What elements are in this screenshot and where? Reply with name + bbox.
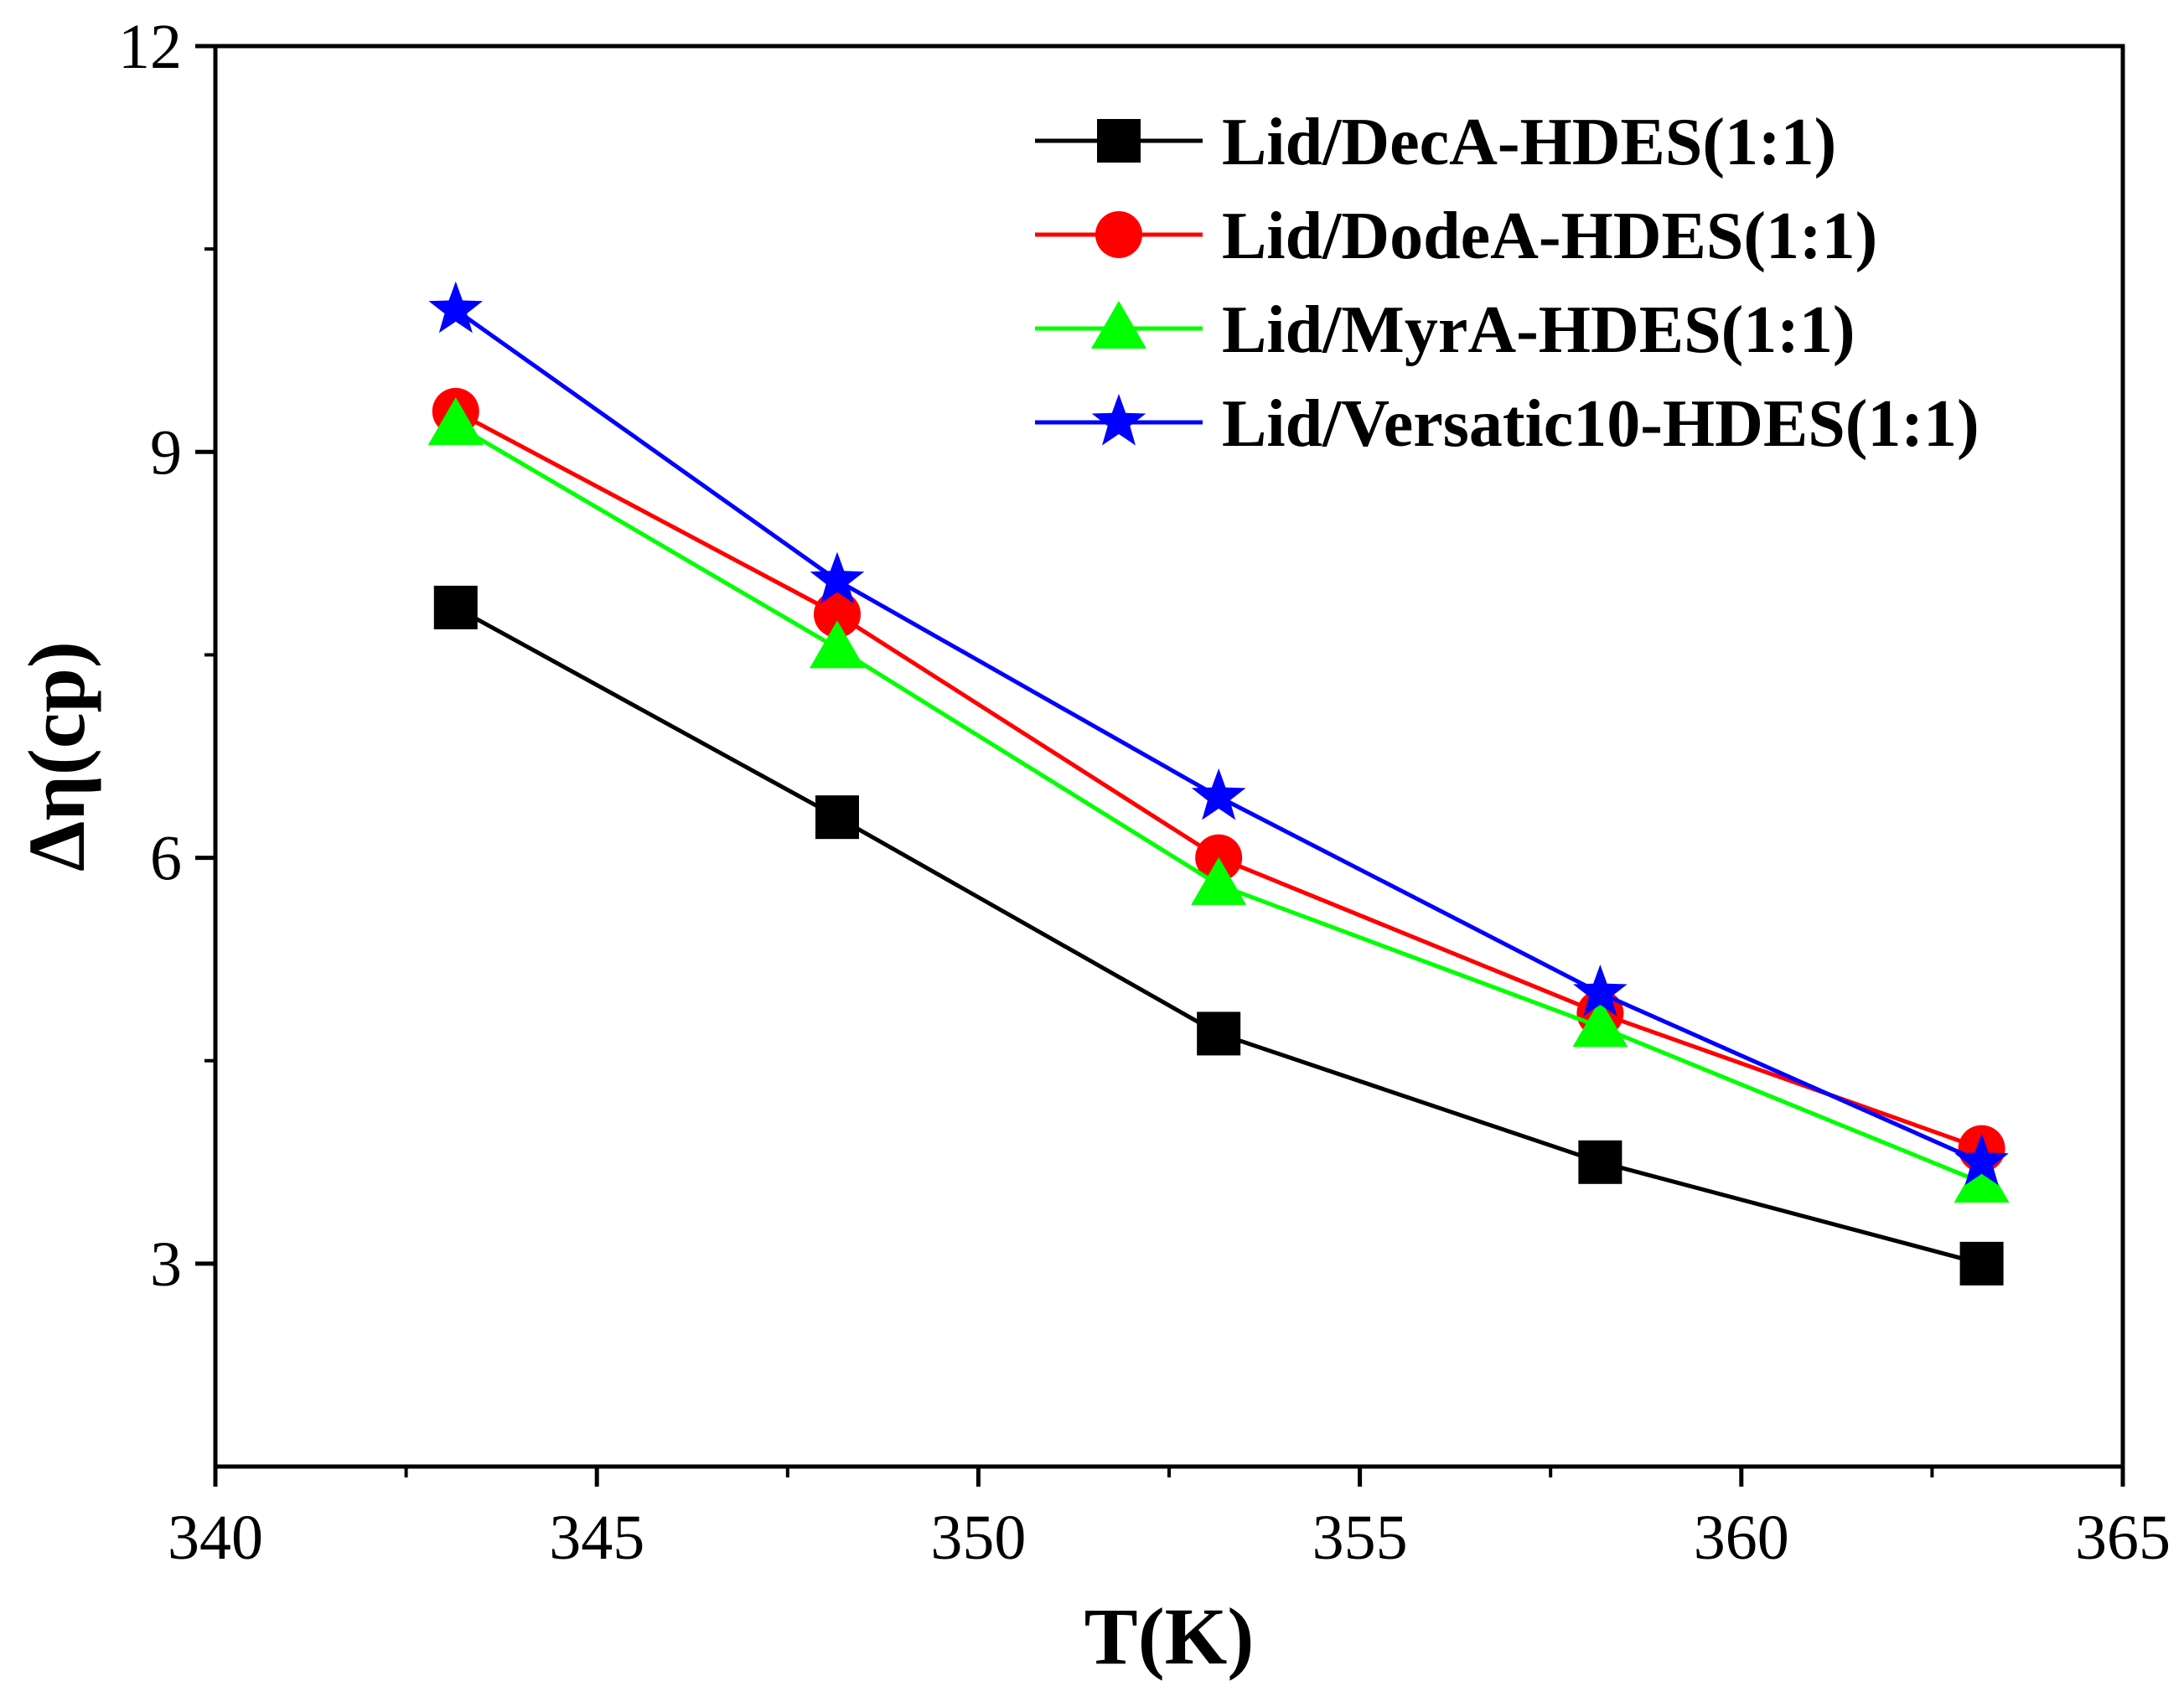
data-point	[809, 620, 865, 669]
x-tick-label: 340	[168, 1503, 263, 1573]
data-point	[1191, 856, 1247, 905]
data-point	[1954, 1155, 2010, 1203]
legend-entry-4: Lid/Versatic10-HDES(1:1)	[1035, 387, 1980, 461]
series-4	[428, 281, 2009, 1186]
legend: Lid/DecA-HDES(1:1) Lid/DodeA-HDES(1:1) Lid…	[1035, 106, 1980, 461]
series-1	[433, 585, 2004, 1286]
data-point	[1197, 1011, 1241, 1056]
x-tick-label: 360	[1694, 1503, 1789, 1573]
data-point	[1573, 965, 1628, 1017]
data-point	[813, 591, 861, 638]
x-tick-label: 355	[1312, 1503, 1408, 1573]
legend-label: Lid/DodeA-HDES(1:1)	[1222, 199, 1877, 273]
data-point	[810, 551, 865, 604]
series-3	[427, 397, 2010, 1203]
data-point	[433, 585, 478, 629]
legend-label: Lid/MyrA-HDES(1:1)	[1222, 293, 1855, 367]
data-point	[427, 397, 484, 445]
data-point	[1954, 1133, 2009, 1186]
y-tick-label: 6	[150, 824, 182, 894]
y-axis-title: Δη(cp)	[12, 641, 101, 872]
series-layer	[427, 281, 2010, 1286]
data-point	[1572, 999, 1628, 1048]
x-tick-label: 365	[2075, 1503, 2171, 1573]
data-point	[1191, 768, 1246, 820]
data-point	[1959, 1241, 2004, 1286]
y-tick-label: 12	[118, 12, 182, 82]
series-line	[454, 605, 1983, 1266]
data-point	[1578, 1140, 1622, 1184]
legend-marker	[1091, 301, 1146, 349]
legend-entry-2: Lid/DodeA-HDES(1:1)	[1035, 199, 1877, 273]
axes: 340 345 350 355 360 365 3 6 9 12	[118, 12, 2171, 1573]
legend-marker	[1097, 119, 1141, 163]
legend-entry-1: Lid/DecA-HDES(1:1)	[1035, 106, 1836, 179]
data-point	[815, 795, 859, 840]
legend-label: Lid/Versatic10-HDES(1:1)	[1222, 387, 1980, 461]
legend-label: Lid/DecA-HDES(1:1)	[1222, 106, 1836, 179]
y-tick-label: 3	[150, 1229, 182, 1300]
legend-entry-3: Lid/MyrA-HDES(1:1)	[1035, 293, 1855, 367]
data-point	[428, 281, 484, 334]
y-tick-label: 9	[150, 417, 182, 488]
legend-marker	[1091, 394, 1146, 446]
x-tick-label: 350	[930, 1503, 1026, 1573]
x-axis-title: T(K)	[1084, 1591, 1255, 1681]
legend-marker	[1095, 211, 1142, 258]
x-tick-label: 345	[549, 1503, 644, 1573]
